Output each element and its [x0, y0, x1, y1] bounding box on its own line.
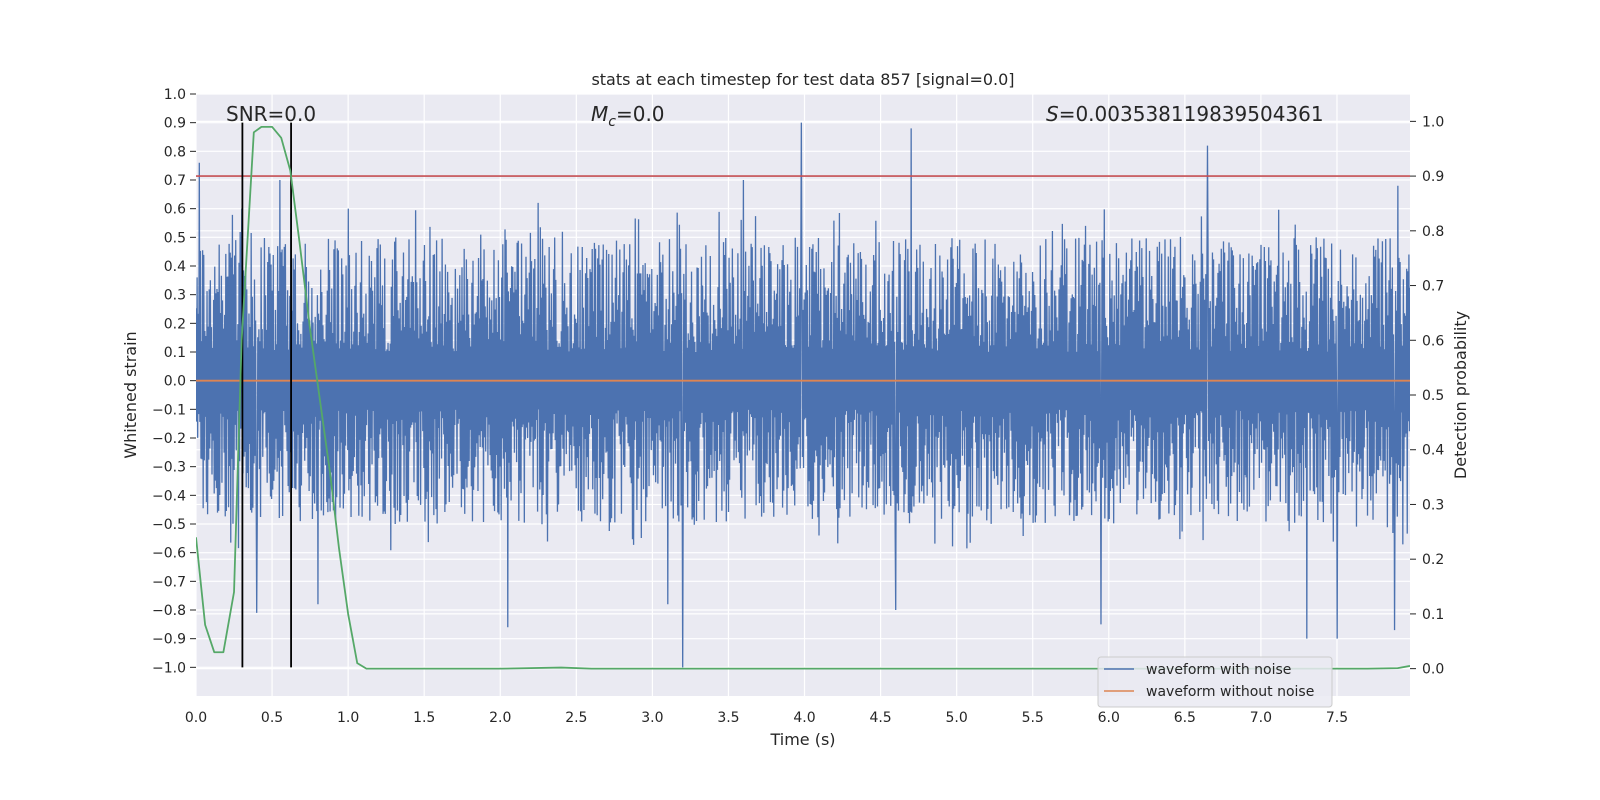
x-tick-label: 1.5 [413, 710, 435, 726]
y2-tick-label: 0.9 [1422, 169, 1444, 185]
legend: waveform with noise waveform without noi… [1097, 656, 1333, 708]
y-tick-label: −0.5 [152, 517, 186, 533]
y-tick-label: −1.0 [152, 660, 186, 676]
y-tick-label: −0.6 [152, 546, 186, 562]
y-tick-label: 0.7 [164, 173, 186, 189]
x-tick-label: 4.0 [793, 710, 815, 726]
y-tick-label: −0.7 [152, 574, 186, 590]
y-tick-label: 1.0 [164, 87, 186, 103]
x-tick-label: 7.0 [1250, 710, 1272, 726]
x-tick-label: 2.5 [565, 710, 587, 726]
tick-layer: 0.0 0.5 1.0 1.5 2.0 2.5 3.0 3.5 4.0 4.5 5.0 5.5 6.0 6… [152, 87, 1444, 726]
snr-annotation: SNR=0.0 [226, 102, 316, 126]
x-axis-title: Time (s) [769, 730, 835, 749]
x-tick-label: 5.5 [1022, 710, 1044, 726]
y-tick-label: −0.9 [152, 632, 186, 648]
legend-label-noise: waveform with noise [1146, 662, 1291, 678]
x-tick-label: 2.0 [489, 710, 511, 726]
y-tick-label: 0.4 [164, 259, 186, 275]
chart-title: stats at each timestep for test data 857… [591, 70, 1014, 89]
y-tick-label: 0.2 [164, 316, 186, 332]
x-tick-label: 6.5 [1174, 710, 1196, 726]
y-tick-label: −0.4 [152, 488, 186, 504]
x-tick-label: 0.0 [185, 710, 207, 726]
x-tick-label: 0.5 [261, 710, 283, 726]
y2-tick-label: 0.6 [1422, 333, 1444, 349]
x-tick-label: 5.0 [946, 710, 968, 726]
legend-label-clean: waveform without noise [1146, 684, 1314, 700]
y-tick-label: 0.8 [164, 144, 186, 160]
y2-tick-label: 0.5 [1422, 388, 1444, 404]
mc-subscript: c [608, 114, 616, 130]
y-tick-label: −0.1 [152, 402, 186, 418]
mc-value: =0.0 [616, 102, 665, 126]
y-tick-label: 0.9 [164, 116, 186, 132]
series-waveform-with-noise [196, 122, 1410, 668]
s-annotation: S=0.003538119839504361 [1046, 102, 1324, 126]
mc-symbol: M [591, 102, 608, 126]
x-tick-label: 6.0 [1098, 710, 1120, 726]
series-layer [196, 122, 1410, 670]
y-tick-label: 0.0 [164, 374, 186, 390]
x-tick-label: 3.0 [641, 710, 663, 726]
y2-tick-label: 1.0 [1422, 114, 1444, 130]
y2-axis-title: Detection probability [1451, 311, 1470, 479]
x-tick-label: 1.0 [337, 710, 359, 726]
y-tick-label: −0.2 [152, 431, 186, 447]
y2-tick-label: 0.4 [1422, 443, 1444, 459]
y-tick-label: −0.8 [152, 603, 186, 619]
s-symbol: S [1046, 102, 1059, 126]
mc-annotation: Mc=0.0 [591, 102, 665, 130]
series-detection-probability [196, 125, 1410, 670]
y2-tick-label: 0.7 [1422, 279, 1444, 295]
y-tick-label: 0.3 [164, 288, 186, 304]
legend-box [1097, 656, 1333, 708]
y2-tick-label: 0.1 [1422, 607, 1444, 623]
y-tick-label: 0.6 [164, 202, 186, 218]
y2-tick-label: 0.3 [1422, 497, 1444, 513]
y2-tick-label: 0.0 [1422, 662, 1444, 678]
y-axis-title: Whitened strain [121, 331, 140, 458]
y2-tick-label: 0.8 [1422, 224, 1444, 240]
y-tick-label: 0.5 [164, 230, 186, 246]
y-tick-label: 0.1 [164, 345, 186, 361]
y2-tick-label: 0.2 [1422, 552, 1444, 568]
s-value: =0.003538119839504361 [1059, 102, 1324, 126]
x-tick-label: 4.5 [869, 710, 891, 726]
x-tick-label: 3.5 [717, 710, 739, 726]
y-tick-label: −0.3 [152, 460, 186, 476]
x-tick-label: 7.5 [1326, 710, 1348, 726]
